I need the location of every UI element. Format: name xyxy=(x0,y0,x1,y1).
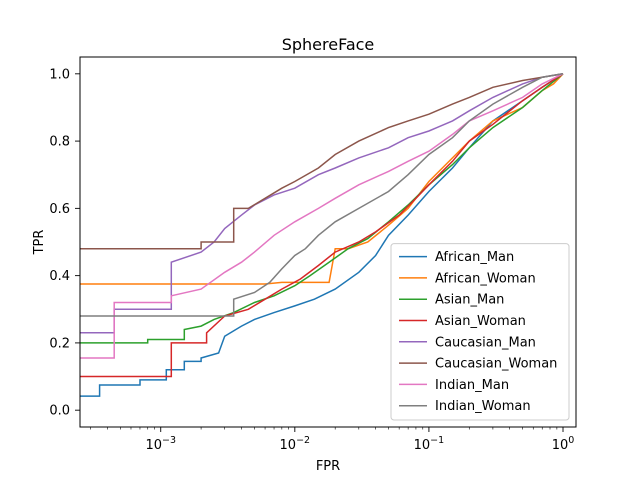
legend-label: Asian_Man xyxy=(435,293,504,308)
legend-box xyxy=(390,243,570,421)
legend-label: Caucasian_Man xyxy=(435,335,536,350)
x-tick-label: 10−2 xyxy=(280,435,311,453)
legend-label: Indian_Woman xyxy=(435,399,531,414)
y-tick-label: 0.2 xyxy=(49,336,70,351)
legend: African_Man African_Woman Asian_Man Asian_W… xyxy=(390,243,570,421)
plot-frame xyxy=(79,56,577,428)
series-layer xyxy=(80,73,564,397)
x-tick-label: 100 xyxy=(552,435,575,453)
series-line-asian-man xyxy=(80,73,564,344)
x-axis-label: FPR xyxy=(316,459,340,474)
series-line-indian-man xyxy=(80,73,564,359)
series-line-caucasian-woman xyxy=(80,73,564,250)
y-axis-label: TPR xyxy=(32,230,47,256)
y-tick-label: 0.4 xyxy=(49,269,70,284)
x-tick-label: 10−3 xyxy=(145,435,176,453)
legend-label: African_Woman xyxy=(435,271,536,286)
series-line-caucasian-man xyxy=(80,73,564,334)
x-tick-label: 10−1 xyxy=(414,435,445,453)
chart-title: SphereFace xyxy=(282,35,375,54)
series-line-african-man xyxy=(80,73,564,397)
legend-label: Caucasian_Woman xyxy=(435,357,557,372)
legend-label: African_Man xyxy=(435,250,514,265)
y-axis-ticks: 0.0 0.2 0.4 0.6 0.8 1.0 xyxy=(49,67,80,419)
y-tick-label: 0.0 xyxy=(49,404,70,419)
y-tick-label: 1.0 xyxy=(49,67,70,82)
series-line-asian-woman xyxy=(80,73,564,378)
legend-label: Asian_Woman xyxy=(435,314,526,329)
legend-label: Indian_Man xyxy=(435,378,509,393)
x-axis-ticks: 10−3 10−2 10−1 100 xyxy=(90,427,575,453)
y-tick-label: 0.8 xyxy=(49,135,70,150)
y-tick-label: 0.6 xyxy=(49,202,70,217)
series-line-indian-woman xyxy=(80,73,564,317)
